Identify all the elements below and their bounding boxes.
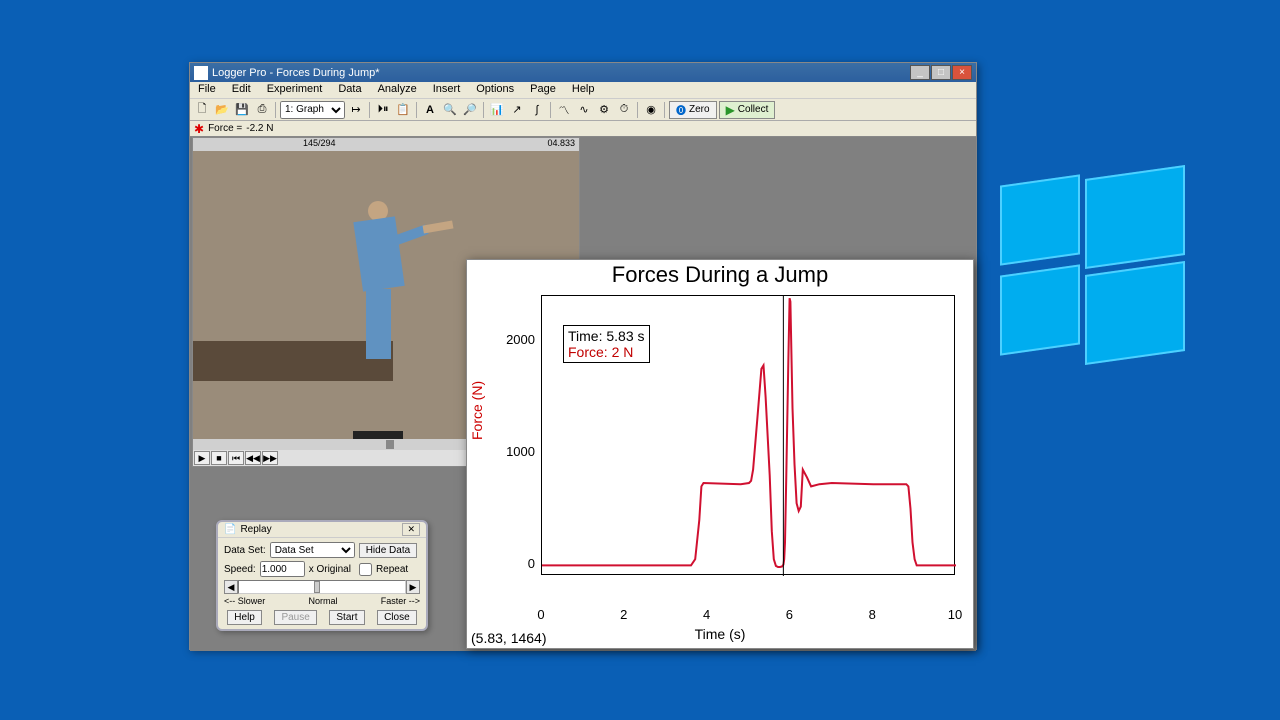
tooltip-time: Time: 5.83 s <box>568 328 645 344</box>
play-button[interactable]: ▶ <box>194 451 210 465</box>
zero-button[interactable]: ⓿ Zero <box>669 101 717 119</box>
frame-counter: 145/294 <box>303 138 336 151</box>
graph-selector[interactable]: 1: Graph <box>280 101 345 119</box>
tooltip-force: Force: 2 N <box>568 344 645 360</box>
replay-dialog[interactable]: 📄 Replay ✕ Data Set: Data Set Hide Data … <box>216 520 428 631</box>
dataset-label: Data Set: <box>224 545 266 556</box>
chart-panel[interactable]: Forces During a Jump Force (N) Time: 5.8… <box>466 259 974 649</box>
minimize-button[interactable]: _ <box>910 65 930 80</box>
speed-label: Speed: <box>224 564 256 575</box>
close-button[interactable]: × <box>952 65 972 80</box>
x-tick: 6 <box>779 607 799 622</box>
speed-suffix: x Original <box>309 564 351 575</box>
new-icon[interactable]: 🗋 <box>193 101 211 119</box>
x-tick: 10 <box>945 607 965 622</box>
data-browser-icon[interactable]: ⏵⏸ <box>374 101 392 119</box>
play-icon: ▶ <box>726 103 735 117</box>
repeat-checkbox[interactable] <box>359 563 372 576</box>
speed-input[interactable] <box>260 561 305 577</box>
titlebar[interactable]: Logger Pro - Forces During Jump* _ □ × <box>190 63 976 82</box>
curvefit-icon[interactable]: ∿ <box>575 101 593 119</box>
prev-frame-button[interactable]: ◀◀ <box>245 451 261 465</box>
menu-analyze[interactable]: Analyze <box>370 82 425 98</box>
status-bar: ✱ Force = -2.2 N <box>190 121 976 137</box>
model-icon[interactable]: ⚙ <box>595 101 613 119</box>
menubar: File Edit Experiment Data Analyze Insert… <box>190 82 976 99</box>
help-button[interactable]: Help <box>227 610 262 625</box>
menu-options[interactable]: Options <box>468 82 522 98</box>
stop-button[interactable]: ■ <box>211 451 227 465</box>
replay-title: Replay <box>240 524 271 535</box>
normal-label: Normal <box>308 596 337 606</box>
toolbar: 🗋 📂 💾 ⎙ 1: Graph ↦ ⏵⏸ 📋 A 🔍 🔎 📊 ↗ ∫ 〽 ∿ … <box>190 99 976 121</box>
speed-slider[interactable] <box>238 580 406 594</box>
text-icon[interactable]: A <box>421 101 439 119</box>
slower-arrow[interactable]: ◀ <box>224 580 238 594</box>
menu-file[interactable]: File <box>190 82 224 98</box>
menu-help[interactable]: Help <box>564 82 603 98</box>
next-frame-button[interactable]: ▶▶ <box>262 451 278 465</box>
status-value: -2.2 N <box>246 123 273 134</box>
zoom-out-icon[interactable]: 🔎 <box>461 101 479 119</box>
faster-arrow[interactable]: ▶ <box>406 580 420 594</box>
video-timecode: 04.833 <box>547 138 575 151</box>
menu-experiment[interactable]: Experiment <box>259 82 331 98</box>
x-tick: 2 <box>614 607 634 622</box>
y-axis-label: Force (N) <box>469 381 485 440</box>
open-icon[interactable]: 📂 <box>213 101 231 119</box>
content-area: 145/294 04.833 ▶ ■ ⏮ <box>190 137 976 651</box>
x-tick: 8 <box>862 607 882 622</box>
tangent-icon[interactable]: ↗ <box>508 101 526 119</box>
slower-label: <-- Slower <box>224 596 265 606</box>
data-tooltip: Time: 5.83 s Force: 2 N <box>563 325 650 363</box>
y-tick: 1000 <box>495 444 535 459</box>
app-icon <box>194 66 208 80</box>
dataset-select[interactable]: Data Set <box>270 542 355 558</box>
pause-button[interactable]: Pause <box>274 610 316 625</box>
chart-title: Forces During a Jump <box>467 260 973 288</box>
menu-page[interactable]: Page <box>522 82 564 98</box>
video-header: 145/294 04.833 <box>193 138 579 151</box>
coord-readout: (5.83, 1464) <box>471 630 547 646</box>
collect-button[interactable]: ▶ Collect <box>719 101 776 119</box>
maximize-button[interactable]: □ <box>931 65 951 80</box>
sensor-icon[interactable]: ◉ <box>642 101 660 119</box>
y-tick: 2000 <box>495 332 535 347</box>
x-tick: 0 <box>531 607 551 622</box>
fit-icon[interactable]: 〽 <box>555 101 573 119</box>
first-frame-button[interactable]: ⏮ <box>228 451 244 465</box>
store-icon[interactable]: 📋 <box>394 101 412 119</box>
stats-icon[interactable]: 📊 <box>488 101 506 119</box>
y-tick: 0 <box>495 556 535 571</box>
save-icon[interactable]: 💾 <box>233 101 251 119</box>
x-tick: 4 <box>697 607 717 622</box>
zoom-in-icon[interactable]: 🔍 <box>441 101 459 119</box>
hide-data-button[interactable]: Hide Data <box>359 543 417 558</box>
menu-data[interactable]: Data <box>330 82 369 98</box>
replay-close-btn[interactable]: Close <box>377 610 417 625</box>
faster-label: Faster --> <box>381 596 420 606</box>
prev-page-icon[interactable]: ↦ <box>347 101 365 119</box>
menu-edit[interactable]: Edit <box>224 82 259 98</box>
rate-icon[interactable]: ⏱ <box>615 101 633 119</box>
window-title: Logger Pro - Forces During Jump* <box>212 67 380 79</box>
start-button[interactable]: Start <box>329 610 364 625</box>
sensor-burst-icon: ✱ <box>194 122 204 136</box>
integral-icon[interactable]: ∫ <box>528 101 546 119</box>
print-icon[interactable]: ⎙ <box>253 101 271 119</box>
windows-logo <box>1000 180 1200 380</box>
app-window: Logger Pro - Forces During Jump* _ □ × F… <box>189 62 977 650</box>
repeat-label: Repeat <box>376 564 408 575</box>
status-label: Force = <box>208 123 242 134</box>
menu-insert[interactable]: Insert <box>425 82 469 98</box>
replay-close-button[interactable]: ✕ <box>402 523 420 536</box>
